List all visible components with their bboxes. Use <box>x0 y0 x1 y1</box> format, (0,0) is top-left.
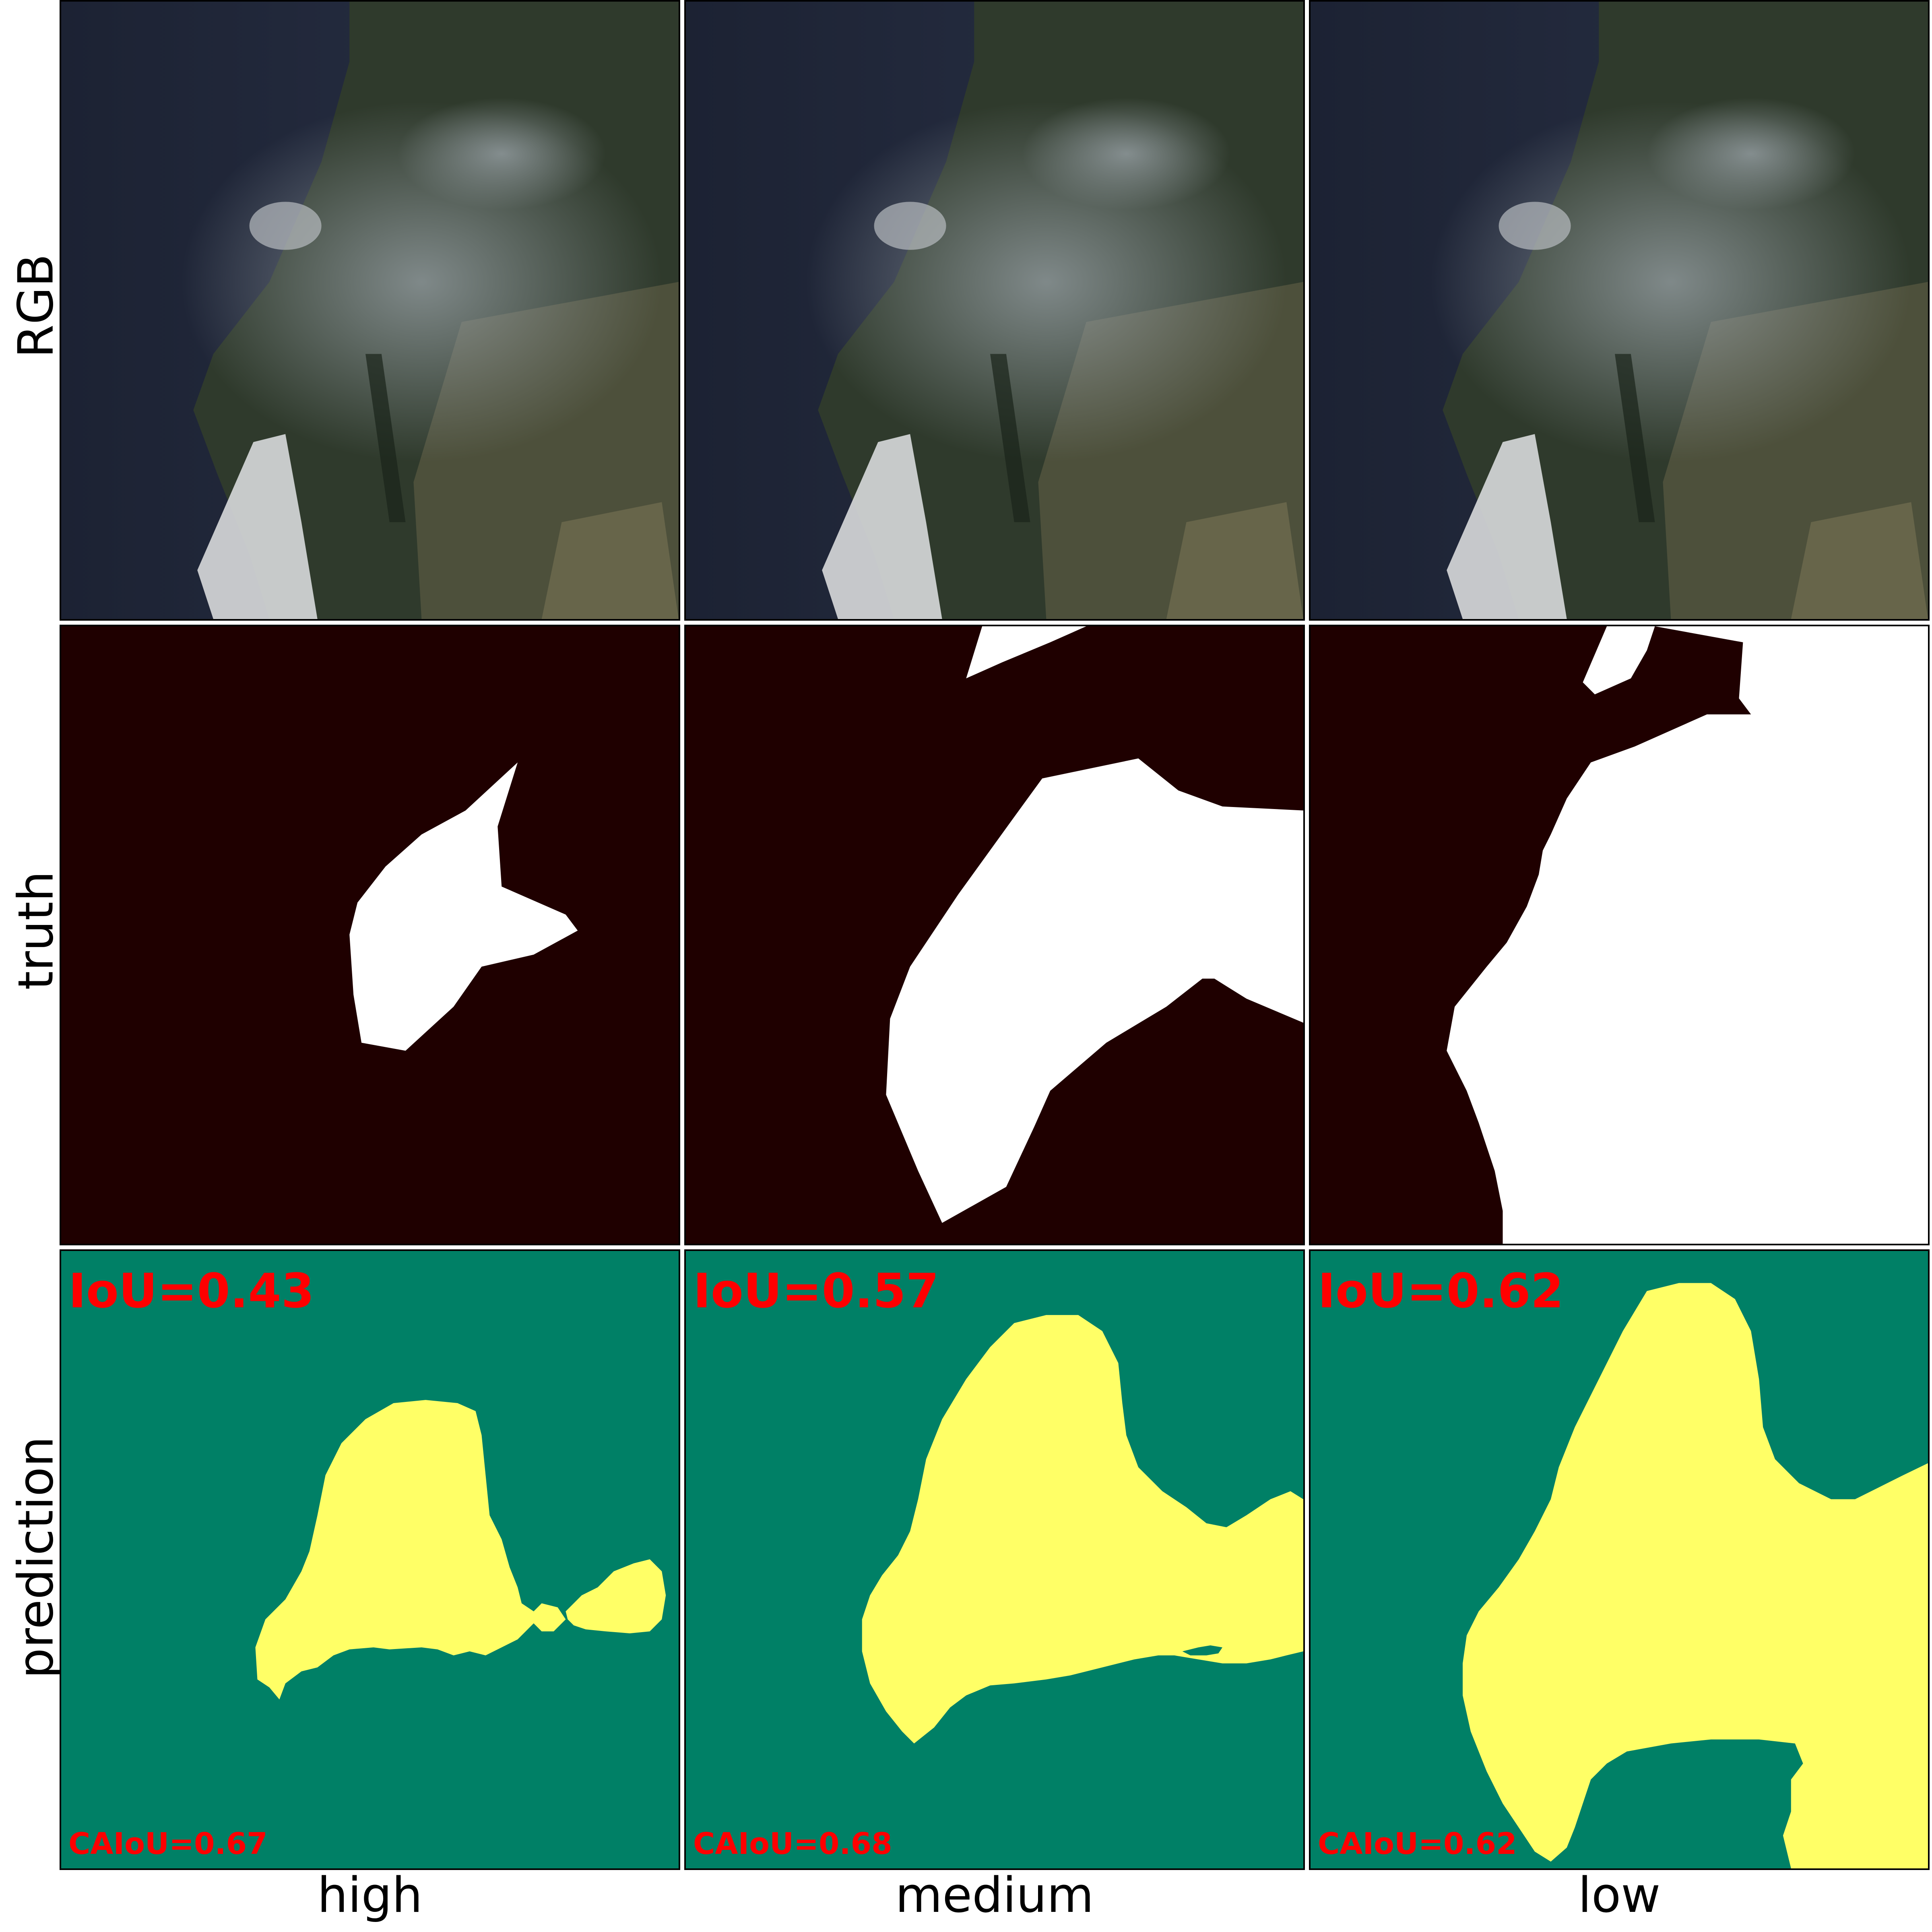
column-label-low: low <box>1578 1868 1661 1924</box>
truth-mask-shape <box>1311 626 1928 1244</box>
iou-value: IoU=0.43 <box>68 1263 314 1319</box>
rgb-image-high <box>60 0 680 621</box>
prediction-mask-shape <box>686 1251 1303 1868</box>
truth-mask-shape <box>686 626 1303 1244</box>
prediction-mask-high: IoU=0.43 CAIoU=0.67 <box>60 1249 680 1870</box>
column-label-medium: medium <box>895 1868 1094 1924</box>
prediction-mask-low: IoU=0.62 CAIoU=0.62 <box>1309 1249 1930 1870</box>
prediction-mask-medium: IoU=0.57 CAIoU=0.68 <box>684 1249 1305 1870</box>
satellite-image <box>1311 2 1928 619</box>
caiou-value: CAIoU=0.62 <box>1318 1827 1517 1861</box>
caiou-value: CAIoU=0.68 <box>693 1827 892 1861</box>
rgb-image-low <box>1309 0 1930 621</box>
column-label-high: high <box>317 1868 423 1924</box>
row-label-rgb: RGB <box>8 254 64 358</box>
iou-value: IoU=0.57 <box>693 1263 939 1319</box>
rgb-image-medium <box>684 0 1305 621</box>
caiou-value: CAIoU=0.67 <box>68 1827 268 1861</box>
row-label-truth: truth <box>8 871 64 990</box>
satellite-image <box>61 2 679 619</box>
iou-value: IoU=0.62 <box>1318 1263 1564 1319</box>
satellite-image <box>686 2 1303 619</box>
row-label-prediction: prediction <box>8 1436 64 1679</box>
prediction-mask-shape <box>61 1251 679 1868</box>
prediction-mask-shape <box>1311 1251 1928 1868</box>
truth-mask-low <box>1309 625 1930 1245</box>
truth-mask-medium <box>684 625 1305 1245</box>
truth-mask-high <box>60 625 680 1245</box>
truth-mask-shape <box>61 626 679 1244</box>
